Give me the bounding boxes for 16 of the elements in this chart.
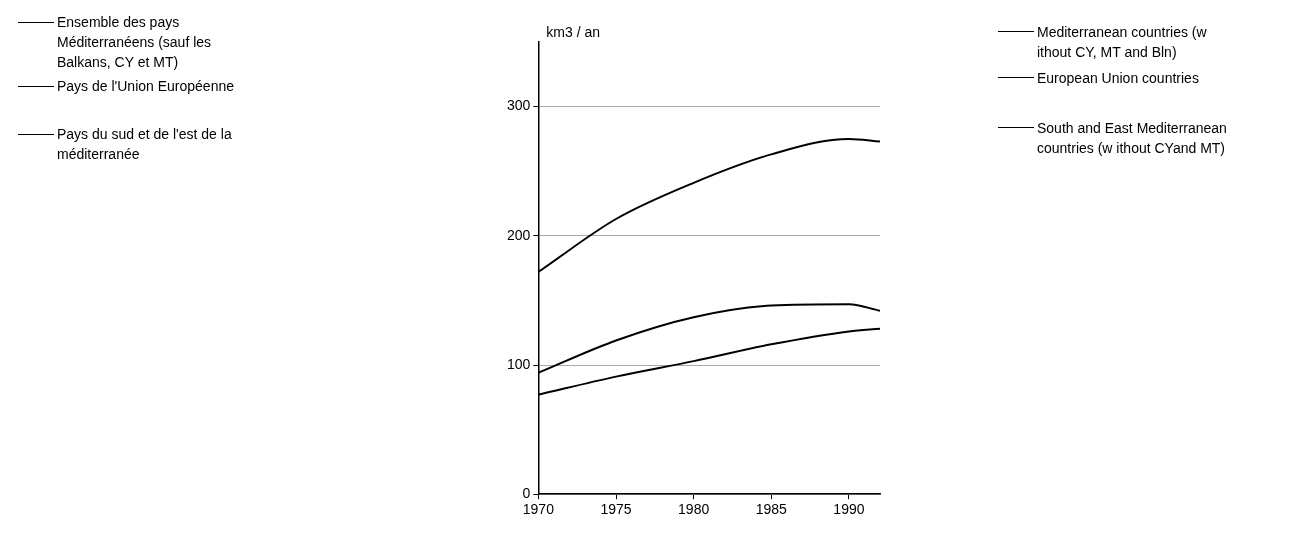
legend-label: Pays du sud et de l'est de la méditerranée (57, 125, 233, 164)
x-tick-label: 1990 (833, 501, 865, 518)
y-tick-label: 300 (507, 97, 531, 114)
y-tick-label: 100 (507, 355, 531, 372)
text: South and East Mediterranean countries (w ithout CYand MT) (1037, 119, 1227, 158)
y-axis-title: km3 / an (546, 23, 601, 40)
y-tick-label: 0 (522, 485, 531, 502)
x-tick-label: 1985 (755, 501, 788, 518)
text: European Union countries (1037, 69, 1200, 88)
x-tick-label: 1975 (600, 501, 632, 518)
text: Mediterranean countries (w ithout CY, MT and Bln) (1037, 23, 1208, 62)
legend-label: Ensemble des pays Méditerranéens (sauf les Balkans, CY et MT) (57, 13, 213, 72)
x-tick-label: 1980 (678, 501, 710, 518)
legend-label: Pays de l'Union Européenne (57, 77, 236, 96)
y-tick-label: 200 (507, 226, 531, 243)
x-tick-label: 1970 (522, 501, 555, 518)
